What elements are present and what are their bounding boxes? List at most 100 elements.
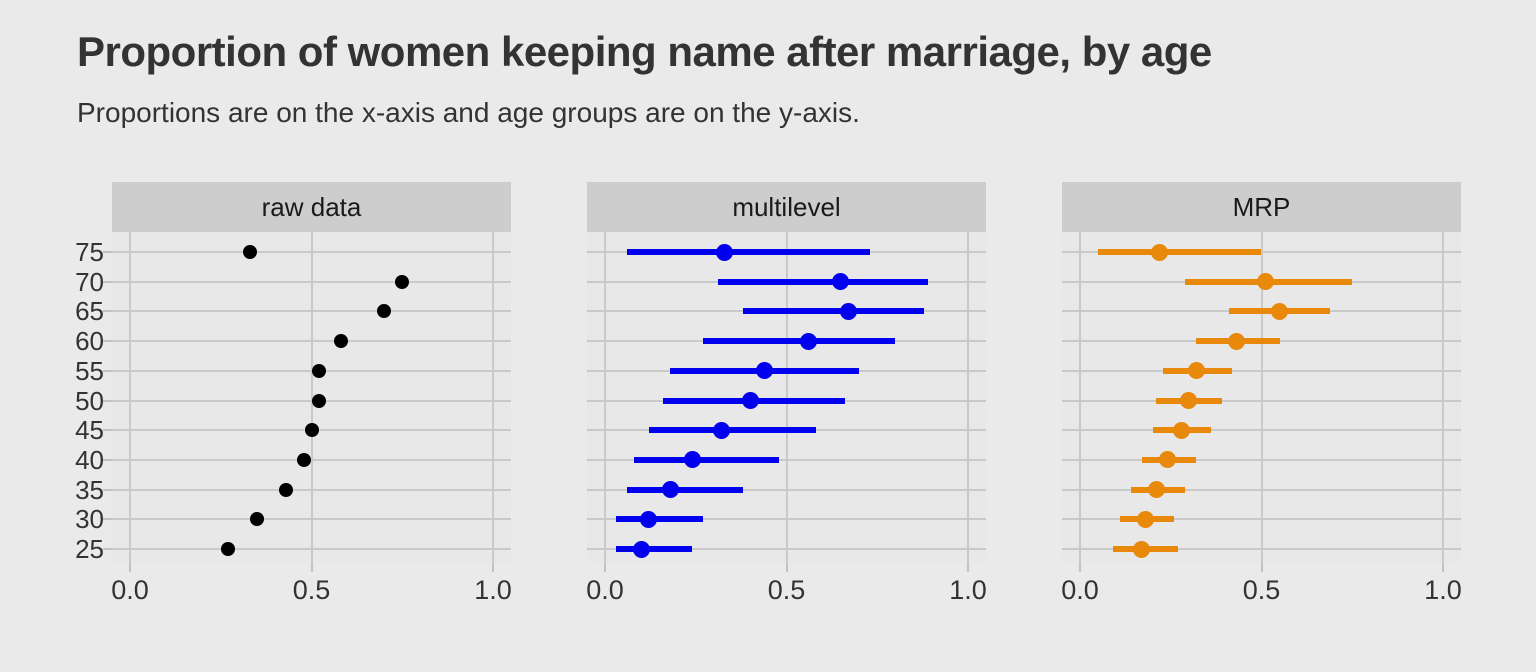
y-axis-tick — [103, 310, 112, 313]
y-axis-tick — [103, 251, 112, 253]
x-tick-label: 0.5 — [1242, 575, 1281, 605]
x-axis-tick — [1260, 563, 1263, 572]
x-axis-mrp: 0.0 0.5 1.0 — [1061, 563, 1462, 608]
gridline-horizontal — [112, 488, 511, 491]
data-point — [395, 274, 410, 289]
x-tick-label: 0.5 — [292, 575, 331, 605]
data-point — [1187, 362, 1205, 380]
x-axis-tick — [310, 563, 313, 572]
data-point — [304, 423, 319, 438]
y-tick-label: 45 — [75, 415, 104, 446]
gridline-horizontal — [112, 340, 511, 343]
data-point — [799, 332, 817, 350]
gridline-vertical — [604, 232, 606, 563]
data-point — [333, 334, 348, 349]
y-axis-tick — [103, 369, 112, 372]
x-axis-tick — [129, 563, 131, 572]
x-axis-tick — [1079, 563, 1081, 572]
gridline-horizontal — [112, 369, 511, 372]
x-axis-tick — [492, 563, 494, 572]
facet-strip-mrp: MRP — [1062, 182, 1461, 232]
data-point — [377, 304, 392, 319]
facet-strip-raw-data: raw data — [112, 182, 511, 232]
x-tick-label: 0.0 — [586, 575, 624, 605]
data-point — [1158, 451, 1176, 469]
gridline-horizontal — [587, 488, 986, 491]
data-point — [716, 243, 734, 261]
gridline-horizontal — [1062, 458, 1461, 461]
data-point — [1151, 243, 1169, 261]
y-axis-tick — [103, 399, 112, 402]
gridline-horizontal — [112, 399, 511, 402]
gridline-horizontal — [112, 518, 511, 521]
gridline-horizontal — [1062, 369, 1461, 372]
y-tick-label: 40 — [75, 444, 104, 475]
gridline-horizontal — [112, 251, 511, 253]
y-axis-tick — [103, 548, 112, 550]
data-point — [712, 421, 730, 439]
y-tick-label: 65 — [75, 296, 104, 327]
y-axis-tick — [103, 488, 112, 491]
data-point — [756, 362, 774, 380]
facet-multilevel: multilevel 0.0 0.5 1.0 — [586, 182, 987, 608]
data-point — [297, 452, 312, 467]
data-point — [1147, 481, 1165, 499]
y-axis-tick — [103, 280, 112, 283]
data-point — [1256, 273, 1274, 291]
x-tick-label: 1.0 — [474, 575, 512, 605]
x-tick-label: 0.5 — [767, 575, 806, 605]
gridline-horizontal — [112, 280, 511, 283]
plot-area-multilevel — [587, 232, 986, 563]
x-axis-raw-data: 0.0 0.5 1.0 — [111, 563, 512, 608]
facet-raw-data: raw data 0.0 0.5 1.0 — [111, 182, 512, 608]
gridline-horizontal — [1062, 518, 1461, 521]
data-point — [832, 273, 850, 291]
x-tick-label: 0.0 — [1061, 575, 1099, 605]
gridline-horizontal — [112, 548, 511, 550]
plot-area-mrp — [1062, 232, 1461, 563]
interval-bar — [648, 427, 816, 434]
interval-bar — [742, 308, 925, 315]
x-tick-label: 0.0 — [111, 575, 149, 605]
data-point — [221, 542, 235, 556]
y-tick-label: 30 — [75, 504, 104, 535]
data-point — [279, 482, 294, 497]
gridline-horizontal — [1062, 548, 1461, 550]
data-point — [683, 451, 701, 469]
interval-bar — [717, 278, 929, 285]
data-point — [632, 540, 650, 558]
x-axis-tick — [785, 563, 788, 572]
y-tick-label: 55 — [75, 355, 104, 386]
data-point — [242, 245, 257, 259]
gridline-horizontal — [1062, 429, 1461, 432]
interval-bar — [615, 516, 703, 523]
y-axis-tick — [103, 458, 112, 461]
gridline-horizontal — [112, 458, 511, 461]
gridline-vertical — [492, 232, 494, 563]
x-axis-multilevel: 0.0 0.5 1.0 — [586, 563, 987, 608]
y-axis-tick — [103, 429, 112, 432]
interval-bar — [615, 546, 693, 552]
gridline-horizontal — [587, 548, 986, 550]
interval-bar — [1098, 249, 1262, 255]
gridline-vertical — [1079, 232, 1081, 563]
gridline-horizontal — [112, 310, 511, 313]
gridline-horizontal — [587, 458, 986, 461]
facet-strip-multilevel: multilevel — [587, 182, 986, 232]
y-tick-label: 50 — [75, 385, 104, 416]
chart-title: Proportion of women keeping name after m… — [77, 28, 1212, 75]
facet-mrp: MRP 0.0 0.5 1.0 — [1061, 182, 1462, 608]
x-axis-tick — [604, 563, 606, 572]
y-tick-label: 75 — [75, 237, 104, 267]
y-axis-tick — [103, 518, 112, 521]
y-tick-label: 60 — [75, 326, 104, 357]
x-tick-label: 1.0 — [949, 575, 987, 605]
gridline-vertical — [310, 232, 313, 563]
data-point — [741, 392, 759, 409]
interval-bar — [703, 338, 896, 345]
data-point — [1136, 510, 1154, 528]
gridline-horizontal — [1062, 399, 1461, 402]
y-axis-tick — [103, 340, 112, 343]
gridline-vertical — [1442, 232, 1444, 563]
gridline-vertical — [1260, 232, 1263, 563]
